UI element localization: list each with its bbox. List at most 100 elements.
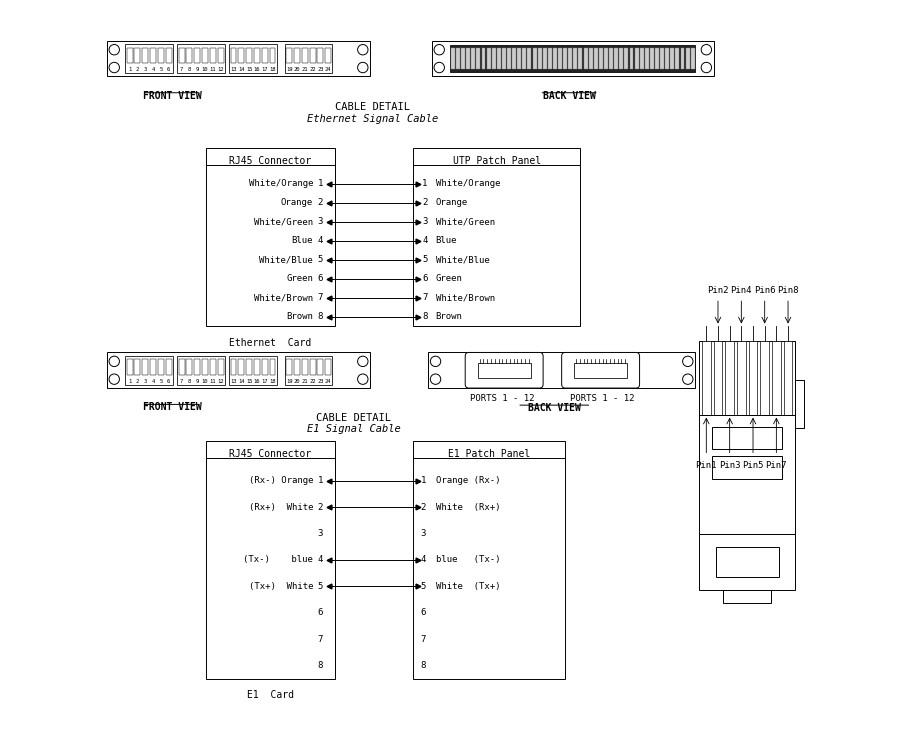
Bar <box>665 48 669 69</box>
Text: PORTS 1 - 12: PORTS 1 - 12 <box>470 394 534 403</box>
Bar <box>302 359 307 375</box>
Text: 20: 20 <box>294 379 300 384</box>
Bar <box>202 359 208 375</box>
Text: Pin1: Pin1 <box>696 461 717 470</box>
Bar <box>655 48 659 69</box>
Bar <box>126 359 133 375</box>
Bar <box>604 48 608 69</box>
Text: 10: 10 <box>202 68 209 72</box>
Circle shape <box>109 62 119 73</box>
Text: 1: 1 <box>128 68 131 72</box>
Circle shape <box>434 62 445 73</box>
Text: 3: 3 <box>144 68 147 72</box>
Text: BACK VIEW: BACK VIEW <box>543 91 595 100</box>
Text: 7: 7 <box>318 634 323 644</box>
Circle shape <box>109 356 119 367</box>
Text: 1: 1 <box>128 379 131 384</box>
Bar <box>231 47 236 63</box>
Bar <box>150 359 156 375</box>
Text: 2: 2 <box>318 502 323 512</box>
Bar <box>229 44 277 73</box>
Bar <box>210 359 216 375</box>
Text: 4: 4 <box>318 237 323 246</box>
Text: FRONT VIEW: FRONT VIEW <box>143 402 201 412</box>
Bar <box>472 48 475 69</box>
Text: 1: 1 <box>318 180 323 188</box>
Text: CABLE DETAIL: CABLE DETAIL <box>317 413 391 423</box>
Text: 22: 22 <box>309 68 316 72</box>
FancyBboxPatch shape <box>465 352 543 388</box>
Bar <box>737 341 746 415</box>
Text: 19: 19 <box>286 379 293 384</box>
Bar <box>165 47 172 63</box>
Bar <box>325 47 331 63</box>
Text: Pin6: Pin6 <box>754 286 775 295</box>
Bar <box>194 47 200 63</box>
Bar <box>650 48 653 69</box>
Text: 9: 9 <box>196 68 198 72</box>
Bar <box>713 341 723 415</box>
Text: 21: 21 <box>302 68 308 72</box>
Bar <box>254 359 260 375</box>
Circle shape <box>430 374 440 384</box>
Bar <box>482 48 485 69</box>
Text: PORTS 1 - 12: PORTS 1 - 12 <box>570 394 635 403</box>
Text: FRONT VIEW: FRONT VIEW <box>143 91 201 100</box>
Text: 8: 8 <box>318 661 323 670</box>
Text: E1  Card: E1 Card <box>247 690 294 700</box>
Bar <box>285 355 332 385</box>
Text: 6: 6 <box>318 275 323 283</box>
Text: 8: 8 <box>422 312 427 321</box>
Bar <box>432 41 713 76</box>
Text: Pin4: Pin4 <box>731 286 752 295</box>
Text: 19: 19 <box>286 68 293 72</box>
Bar <box>635 48 639 69</box>
Text: (Rx+)  White: (Rx+) White <box>248 502 313 512</box>
Text: 11: 11 <box>210 68 216 72</box>
Bar <box>645 48 649 69</box>
Bar <box>573 48 577 69</box>
Text: 6: 6 <box>167 379 170 384</box>
Text: Ethernet  Card: Ethernet Card <box>229 338 312 347</box>
Circle shape <box>430 356 440 367</box>
Text: 2: 2 <box>136 68 139 72</box>
Bar <box>179 359 185 375</box>
Bar <box>640 48 643 69</box>
Text: (Rx-) Orange: (Rx-) Orange <box>248 476 313 485</box>
Bar <box>229 355 277 385</box>
Bar <box>158 359 163 375</box>
Bar <box>660 48 664 69</box>
Bar <box>107 352 370 388</box>
Text: RJ45 Connector: RJ45 Connector <box>229 449 312 459</box>
Text: Brown: Brown <box>436 312 462 321</box>
Text: 4: 4 <box>151 379 155 384</box>
Text: 18: 18 <box>270 68 276 72</box>
Text: CABLE DETAIL: CABLE DETAIL <box>335 102 410 112</box>
Text: Green: Green <box>286 275 313 283</box>
Text: 14: 14 <box>238 379 245 384</box>
Text: 23: 23 <box>318 379 324 384</box>
Text: 1: 1 <box>421 476 426 485</box>
Text: E1 Patch Panel: E1 Patch Panel <box>449 449 531 459</box>
Bar <box>318 359 323 375</box>
Text: 3: 3 <box>144 379 147 384</box>
Bar <box>309 47 316 63</box>
Bar <box>713 427 782 449</box>
Text: 24: 24 <box>325 379 331 384</box>
Bar <box>246 359 252 375</box>
Bar <box>262 359 268 375</box>
Circle shape <box>683 356 693 367</box>
Text: 8: 8 <box>187 379 191 384</box>
Text: 2: 2 <box>318 198 323 208</box>
Bar <box>723 590 772 603</box>
Bar <box>619 48 623 69</box>
Bar <box>325 359 331 375</box>
Bar <box>142 359 149 375</box>
Bar <box>238 359 245 375</box>
Bar <box>428 352 695 388</box>
Text: 5: 5 <box>318 255 323 264</box>
Bar <box>538 48 542 69</box>
Bar <box>286 47 293 63</box>
Circle shape <box>357 62 368 73</box>
Bar <box>294 47 300 63</box>
